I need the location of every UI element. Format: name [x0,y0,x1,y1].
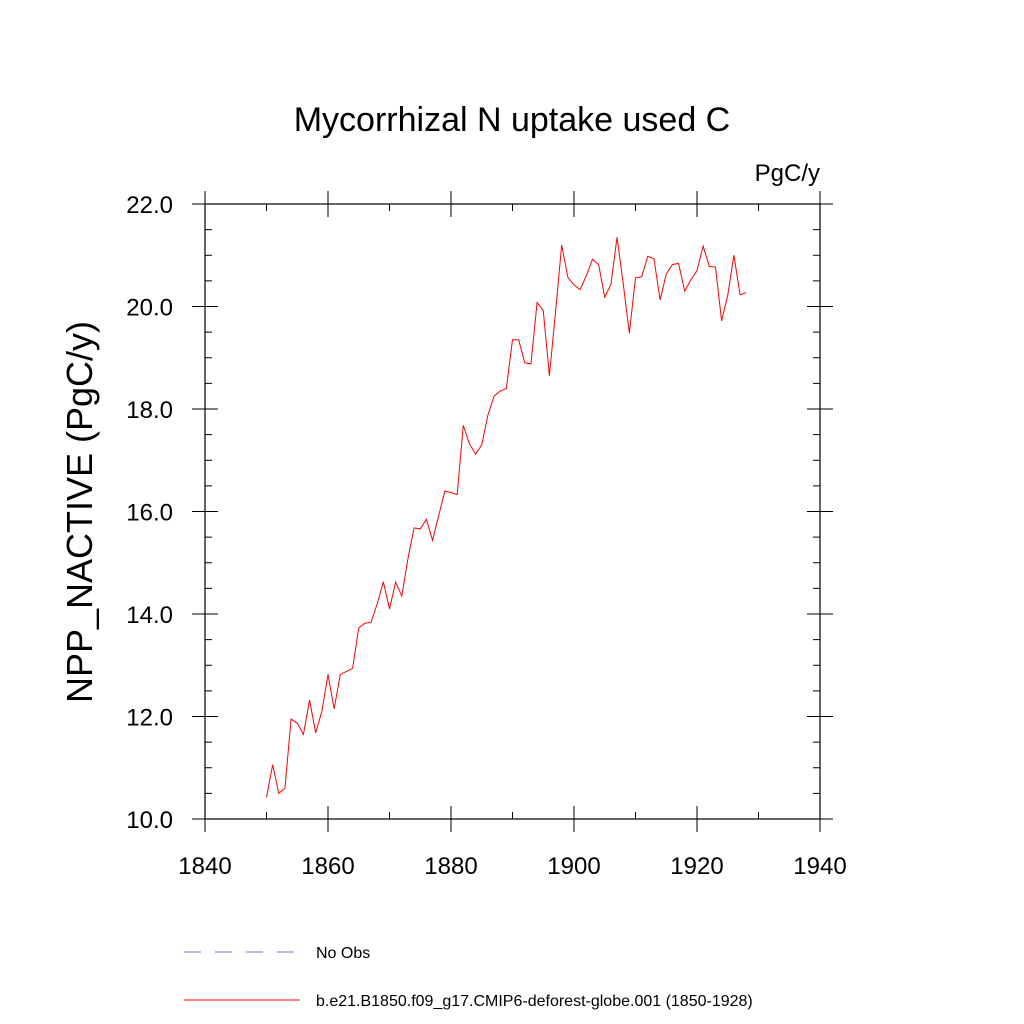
y-tick-label: 22.0 [126,192,173,219]
legend: No Obs b.e21.B1850.f09_g17.CMIP6-defores… [184,945,753,1010]
y-tick-label: 18.0 [126,397,173,424]
y-tick-label: 14.0 [126,602,173,629]
legend-label-model-run: b.e21.B1850.f09_g17.CMIP6-deforest-globe… [316,993,753,1010]
axis-ticks [192,191,833,832]
axis-tick-labels: 1840 1860 1880 1900 1920 1940 10.0 12.0 14.0 16.0… [126,192,846,880]
y-tick-label: 10.0 [126,807,173,834]
x-tick-label: 1920 [670,853,723,880]
x-tick-label: 1900 [547,853,600,880]
y-tick-label: 16.0 [126,500,173,527]
x-tick-label: 1940 [793,853,846,880]
legend-label-no-obs: No Obs [316,945,370,962]
series-layer [266,237,747,798]
y-axis-label: NPP_NACTIVE (PgC/y) [59,321,100,703]
x-tick-label: 1880 [424,853,477,880]
y-tick-label: 20.0 [126,295,173,322]
series-line [266,237,747,798]
y-tick-label: 12.0 [126,705,173,732]
units-label: PgC/y [755,160,820,187]
x-tick-label: 1860 [301,853,354,880]
x-tick-label: 1840 [178,853,231,880]
chart-title: Mycorrhizal N uptake used C [294,101,731,139]
